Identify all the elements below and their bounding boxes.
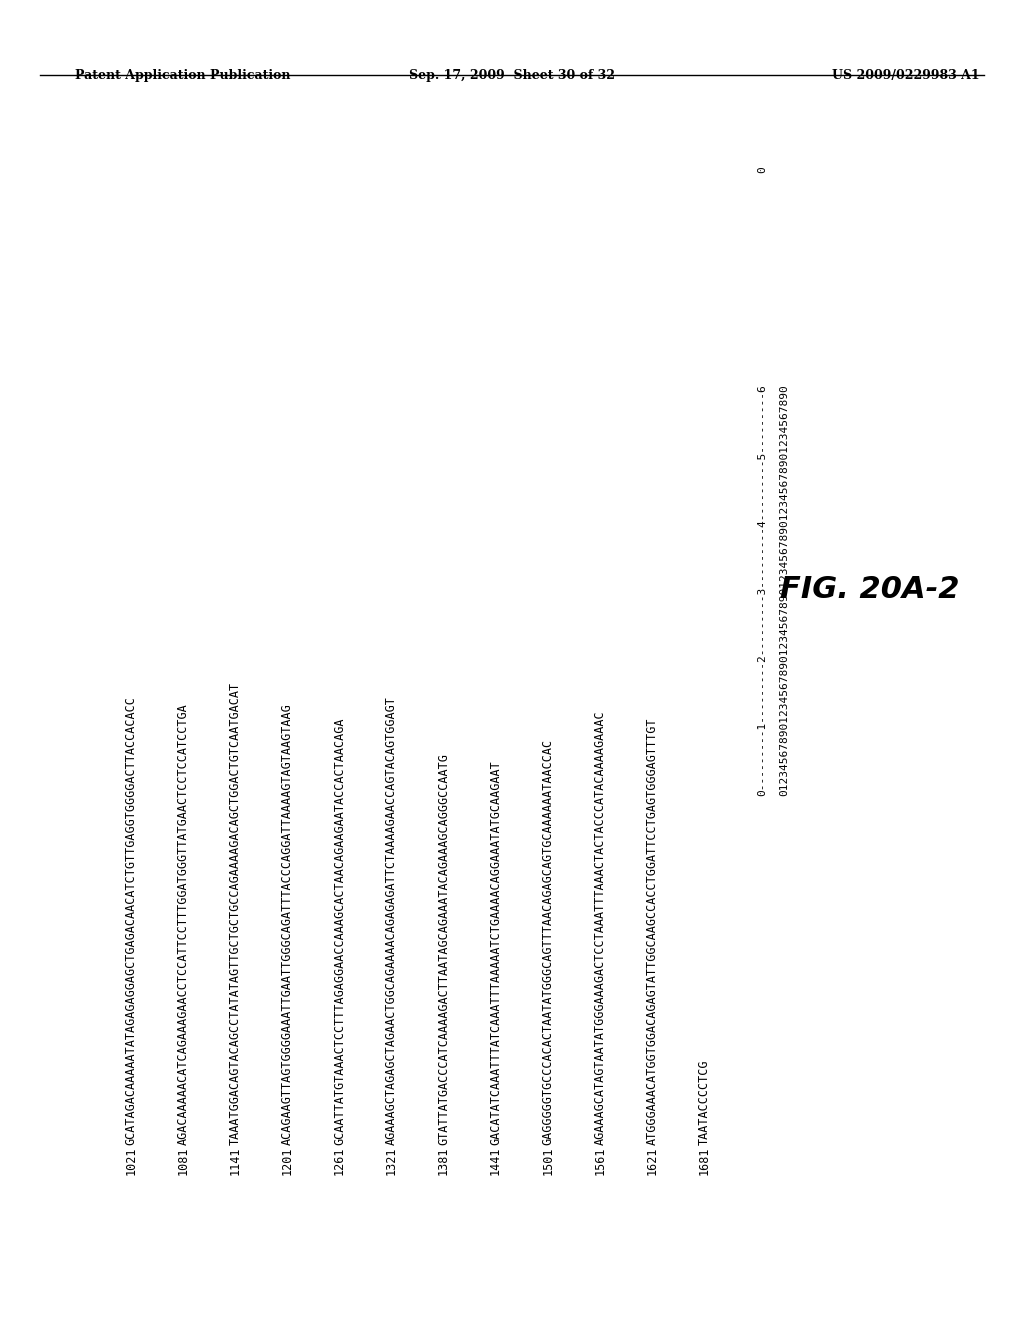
Text: 1561: 1561 — [593, 1147, 606, 1175]
Text: 1261: 1261 — [333, 1147, 346, 1175]
Text: GACATATCAAATTTATCAAATTTAAAAATCTGAAAACAGGAAATATGCAAGAAT: GACATATCAAATTTATCAAATTTAAAAATCTGAAAACAGG… — [489, 760, 502, 1144]
Text: 1081: 1081 — [176, 1147, 189, 1175]
Text: 0123456789012345678901234567890123456789012345678901234567890: 0123456789012345678901234567890123456789… — [779, 384, 790, 796]
Text: AGACAAAAACATCAGAAAGAACCTCCATTCCTTTGGATGGGTTATGAACTCCTCCATCCTGA: AGACAAAAACATCAGAAAGAACCTCCATTCCTTTGGATGG… — [176, 704, 189, 1144]
Text: AGAAAGCATAGTAATATGGGAAAGACTCCTAAATTTAAACTACTACCCATACAAAAGAAAC: AGAAAGCATAGTAATATGGGAAAGACTCCTAAATTTAAAC… — [593, 710, 606, 1144]
Text: ACAGAAGTTAGTGGGGAAATTGAATTGGGCAGATTTACCCAGGATTAAAAGTAGTAAGTAAG: ACAGAAGTTAGTGGGGAAATTGAATTGGGCAGATTTACCC… — [281, 704, 294, 1144]
Text: TAATACCCCTCG: TAATACCCCTCG — [697, 1060, 711, 1144]
Text: 1021: 1021 — [125, 1147, 137, 1175]
Text: 1141: 1141 — [228, 1147, 242, 1175]
Text: 0---------1---------2---------3---------4---------5---------6: 0---------1---------2---------3---------… — [757, 384, 767, 796]
Text: 0: 0 — [757, 166, 767, 173]
Text: Patent Application Publication: Patent Application Publication — [75, 69, 291, 82]
Text: 1621: 1621 — [645, 1147, 658, 1175]
Text: ATGGGAAACATGGTGGACAGAGTATTGGCAAGCCACCTGGATTCCTGAGTGGGAGTTTGT: ATGGGAAACATGGTGGACAGAGTATTGGCAAGCCACCTGG… — [645, 718, 658, 1144]
Text: GCATAGACAAAAATATAGAGAGGAGCTGAGACAACATCTGTTGAGGTGGGGACTTACCACACC: GCATAGACAAAAATATAGAGAGGAGCTGAGACAACATCTG… — [125, 696, 137, 1144]
Text: AGAAAGCTAGAGCTAGAACTGGCAGAAAACAGAGAGATTCTAAAAGAACCAGTACAGTGGAGT: AGAAAGCTAGAGCTAGAACTGGCAGAAAACAGAGAGATTC… — [385, 696, 398, 1144]
Text: US 2009/0229983 A1: US 2009/0229983 A1 — [833, 69, 980, 82]
Text: 1681: 1681 — [697, 1147, 711, 1175]
Text: 1381: 1381 — [437, 1147, 450, 1175]
Text: GTATTATGACCCATCAAAAGACTTAATAGCAGAAATACAGAAAGCAGGGCCAATG: GTATTATGACCCATCAAAAGACTTAATAGCAGAAATACAG… — [437, 754, 450, 1144]
Text: Sep. 17, 2009  Sheet 30 of 32: Sep. 17, 2009 Sheet 30 of 32 — [409, 69, 615, 82]
Text: GCAATTATGTAAACTCCTTTAGAGGAACCAAAGCACTAACAGAAGAATACCACTAACAGA: GCAATTATGTAAACTCCTTTAGAGGAACCAAAGCACTAAC… — [333, 718, 346, 1144]
Text: 1201: 1201 — [281, 1147, 294, 1175]
Text: 1321: 1321 — [385, 1147, 398, 1175]
Text: FIG. 20A-2: FIG. 20A-2 — [780, 576, 959, 605]
Text: 1501: 1501 — [542, 1147, 554, 1175]
Text: GAGGGGGTGCCCACACTAATATGGGCAGTTTAACAGAGCAGTGCAAAAAATAACCAC: GAGGGGGTGCCCACACTAATATGGGCAGTTTAACAGAGCA… — [542, 739, 554, 1144]
Text: TAAATGGACAGTACAGCCTATATAGTTGCTGCTGCCAGAAAAGACAGCTGGACTGTCAATGACAT: TAAATGGACAGTACAGCCTATATAGTTGCTGCTGCCAGAA… — [228, 682, 242, 1144]
Text: 1441: 1441 — [489, 1147, 502, 1175]
